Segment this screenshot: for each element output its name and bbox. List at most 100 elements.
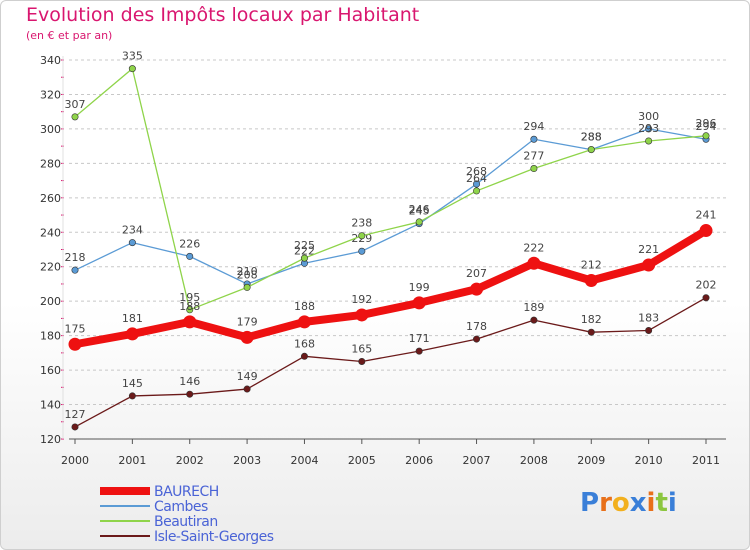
- data-label-isle-saint-georges: 178: [466, 320, 487, 333]
- data-label-cambes: 288: [581, 131, 602, 144]
- data-point-beautiran: [473, 187, 481, 195]
- chart-subtitle: (en € et par an): [26, 29, 113, 42]
- logo-letter: P: [580, 488, 600, 518]
- data-point-beautiran: [358, 232, 366, 240]
- data-point-baurech: [68, 337, 82, 351]
- data-label-beautiran: 195: [179, 291, 200, 304]
- data-label-isle-saint-georges: 168: [294, 337, 315, 350]
- x-tick-label: 2007: [463, 454, 491, 467]
- data-point-isle-saint-georges: [702, 294, 710, 302]
- y-tick-label: 140: [40, 399, 61, 412]
- x-tick-label: 2006: [405, 454, 433, 467]
- data-label-cambes: 268: [466, 165, 487, 178]
- data-label-beautiran: 277: [523, 150, 544, 163]
- y-tick-label: 180: [40, 330, 61, 343]
- chart-title: Evolution des Impôts locaux par Habitant: [26, 4, 420, 26]
- data-label-baurech: 221: [638, 243, 659, 256]
- data-point-beautiran: [71, 113, 79, 121]
- legend-swatch: [100, 487, 150, 495]
- data-label-baurech: 188: [179, 300, 200, 313]
- data-label-beautiran: 288: [581, 131, 602, 144]
- data-point-cambes: [473, 180, 481, 188]
- y-tick-label: 280: [40, 157, 61, 170]
- data-point-beautiran: [186, 306, 194, 314]
- x-tick-label: 2009: [577, 454, 605, 467]
- x-tick-label: 2001: [118, 454, 146, 467]
- logo-letter: x: [629, 488, 647, 518]
- data-label-baurech: 179: [237, 315, 258, 328]
- data-point-cambes: [645, 125, 653, 133]
- data-point-cambes: [71, 266, 79, 274]
- data-point-baurech: [699, 224, 713, 238]
- y-tick-label: 340: [40, 54, 61, 67]
- data-label-beautiran: 335: [122, 50, 143, 63]
- data-point-beautiran: [243, 283, 251, 291]
- data-label-isle-saint-georges: 183: [638, 311, 659, 324]
- legend-swatch: [100, 520, 150, 522]
- y-tick-label: 260: [40, 192, 61, 205]
- data-label-beautiran: 225: [294, 239, 315, 252]
- y-tick-label: 160: [40, 364, 61, 377]
- x-tick-label: 2005: [348, 454, 376, 467]
- data-point-baurech: [527, 256, 541, 270]
- data-point-baurech: [470, 282, 484, 296]
- data-label-baurech: 207: [466, 267, 487, 280]
- series-line-isle-saint-georges: [74, 297, 707, 428]
- data-label-isle-saint-georges: 145: [122, 377, 143, 390]
- x-tick-label: 2008: [520, 454, 548, 467]
- x-tick-label: 2004: [290, 454, 318, 467]
- data-point-cambes: [128, 239, 136, 247]
- data-point-baurech: [240, 330, 254, 344]
- legend-label: Isle-Saint-Georges: [154, 529, 274, 545]
- x-tick-label: 2000: [61, 454, 89, 467]
- data-point-isle-saint-georges: [415, 347, 423, 355]
- data-point-isle-saint-georges: [300, 352, 308, 360]
- data-label-baurech: 181: [122, 312, 143, 325]
- data-point-beautiran: [645, 137, 653, 145]
- data-point-cambes: [186, 252, 194, 260]
- y-tick-label: 300: [40, 123, 61, 136]
- data-label-baurech: 241: [696, 209, 717, 222]
- logo-letter: r: [599, 488, 612, 518]
- data-label-baurech: 188: [294, 300, 315, 313]
- data-label-isle-saint-georges: 189: [523, 301, 544, 314]
- data-point-baurech: [355, 308, 369, 322]
- data-label-cambes: 234: [122, 224, 143, 237]
- data-label-beautiran: 208: [237, 268, 258, 281]
- data-label-beautiran: 238: [351, 217, 372, 230]
- data-point-beautiran: [702, 132, 710, 140]
- data-label-isle-saint-georges: 149: [237, 370, 258, 383]
- data-label-beautiran: 296: [696, 117, 717, 130]
- data-point-isle-saint-georges: [71, 423, 79, 431]
- data-label-cambes: 218: [65, 251, 86, 264]
- legend-label: Beautiran: [154, 514, 218, 530]
- data-point-cambes: [530, 135, 538, 143]
- y-tick-label: 120: [40, 433, 61, 446]
- legend-label: Cambes: [154, 499, 208, 515]
- legend-swatch: [100, 505, 150, 507]
- data-point-isle-saint-georges: [128, 392, 136, 400]
- data-point-baurech: [642, 258, 656, 272]
- data-label-isle-saint-georges: 165: [351, 342, 372, 355]
- x-tick-label: 2003: [233, 454, 261, 467]
- y-tick-label: 200: [40, 295, 61, 308]
- data-point-isle-saint-georges: [587, 328, 595, 336]
- data-point-isle-saint-georges: [243, 385, 251, 393]
- data-label-isle-saint-georges: 127: [65, 408, 86, 421]
- logo-letter: i: [667, 488, 677, 518]
- data-label-cambes: 210: [237, 265, 258, 278]
- y-tick-label: 320: [40, 88, 61, 101]
- proxiti-logo: Proxiti: [580, 488, 677, 518]
- data-point-baurech: [584, 274, 598, 288]
- data-label-cambes: 222: [294, 244, 315, 257]
- data-point-cambes: [358, 247, 366, 255]
- data-point-beautiran: [587, 146, 595, 154]
- series-line-beautiran: [74, 67, 707, 311]
- data-point-baurech: [297, 315, 311, 329]
- data-label-baurech: 175: [65, 322, 86, 335]
- data-point-isle-saint-georges: [358, 357, 366, 365]
- series-line-cambes: [74, 128, 707, 285]
- data-point-beautiran: [300, 254, 308, 262]
- y-tick-label: 240: [40, 226, 61, 239]
